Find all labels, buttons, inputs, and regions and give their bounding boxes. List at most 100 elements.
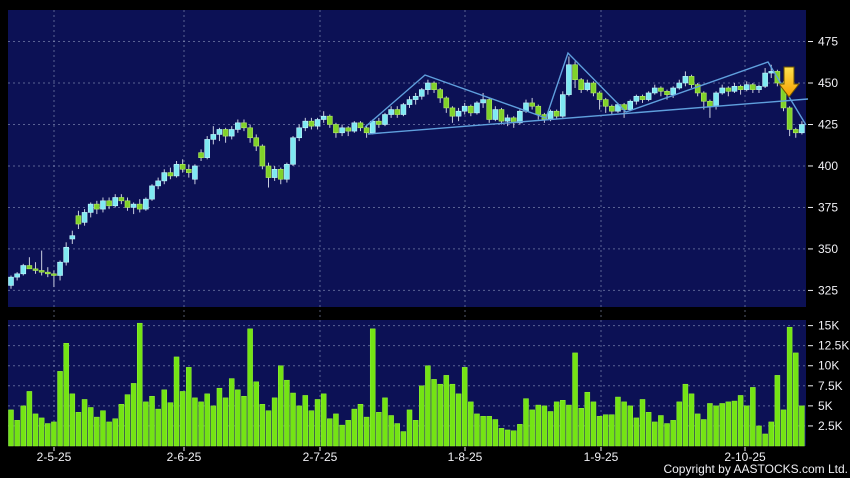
volume-bar	[137, 322, 143, 447]
volume-bar	[247, 328, 253, 447]
candle-down	[786, 107, 793, 130]
candle-down	[44, 271, 51, 275]
candle-up	[296, 127, 302, 139]
volume-bar	[566, 404, 572, 447]
candle-up	[320, 115, 327, 120]
candle-up	[418, 89, 425, 97]
volume-bar	[87, 407, 94, 447]
volume-bar	[278, 365, 284, 447]
candle-up	[406, 99, 413, 105]
candle-up	[81, 212, 88, 223]
volume-bar	[63, 343, 69, 447]
candle-down	[26, 265, 33, 270]
candle-down	[701, 92, 707, 102]
gridlines	[8, 10, 806, 446]
volume-bar	[590, 401, 597, 447]
volume-bar	[468, 401, 474, 447]
candle-up	[161, 172, 168, 182]
candle-down	[345, 127, 352, 132]
candle-up	[228, 129, 235, 137]
candle-up	[284, 164, 290, 180]
volume-bar	[517, 424, 523, 447]
volume-bar	[627, 405, 633, 447]
volume-bar	[694, 413, 701, 447]
candle-up	[559, 94, 566, 117]
volume-bar	[333, 413, 339, 447]
volume-bar	[302, 395, 309, 447]
volume-bar	[510, 430, 517, 447]
volume-bar	[793, 352, 799, 447]
candle-down	[529, 102, 535, 107]
volume-bar	[314, 399, 321, 447]
volume-bar	[320, 393, 327, 447]
candle-down	[247, 127, 253, 139]
volume-bar	[112, 418, 118, 447]
trendline-zigzag	[364, 51, 807, 128]
y-axis-label: 475	[818, 35, 838, 49]
trendlines-group	[364, 51, 809, 135]
candle-up	[57, 261, 63, 276]
candle-down	[792, 129, 799, 134]
x-axis-label: 1-9-25	[584, 450, 619, 464]
x-axis-label: 2-10-25	[724, 450, 766, 464]
copyright-text: Copyright by AASTOCKS.com Ltd.	[663, 462, 848, 476]
candle-down	[437, 89, 443, 99]
volume-bar	[737, 395, 744, 447]
volume-bar	[676, 401, 683, 447]
candle-up	[14, 273, 20, 278]
candle-up	[566, 64, 572, 95]
y-axis-label: 400	[818, 159, 838, 173]
volume-bar	[94, 416, 100, 447]
volume-axis-label: 15K	[818, 319, 839, 333]
volume-bar	[652, 421, 658, 447]
candles-group	[8, 56, 805, 289]
candle-up	[682, 76, 689, 84]
y-axis-label: 350	[818, 242, 838, 256]
volume-bar	[750, 387, 756, 447]
volume-bar	[615, 396, 621, 447]
volume-bar	[124, 394, 131, 447]
volume-bar	[547, 411, 554, 447]
volume-bar	[609, 414, 615, 447]
candle-up	[100, 200, 106, 210]
candle-up	[743, 84, 750, 90]
volume-bar	[20, 405, 27, 447]
volume-bar	[474, 413, 480, 447]
volume-bar	[406, 409, 413, 447]
volume-bar	[578, 408, 584, 447]
candle-up	[216, 129, 223, 135]
volume-bar	[339, 424, 345, 447]
volume-bar	[584, 391, 591, 447]
volume-bar	[455, 393, 462, 447]
candle-up	[412, 95, 419, 100]
trendline-support	[367, 98, 809, 135]
volume-bar	[719, 403, 725, 447]
volume-bar	[308, 410, 315, 447]
candle-down	[737, 86, 744, 90]
volume-bar	[400, 431, 407, 447]
volume-bar	[707, 403, 713, 447]
volume-bar	[498, 428, 505, 447]
volume-bar	[143, 401, 149, 447]
price-chart-area[interactable]	[8, 10, 806, 307]
axis-labels: 475 450 425 400 375 350 325 15K 12.5K 10K 7.5K 5K 2.…	[37, 35, 850, 464]
volume-bar	[327, 418, 333, 447]
candle-up	[400, 104, 407, 115]
candle-down	[694, 84, 701, 94]
x-axis-label: 2-7-25	[303, 450, 338, 464]
candle-down	[486, 99, 493, 120]
candle-down	[118, 197, 125, 202]
volume-bar	[645, 412, 652, 447]
candle-down	[253, 137, 260, 147]
candle-up	[314, 119, 321, 127]
candle-down	[32, 268, 39, 271]
candle-down	[357, 122, 364, 129]
candle-up	[235, 122, 241, 130]
candle-down	[75, 215, 82, 225]
volume-bar	[492, 419, 499, 447]
candle-down	[185, 168, 192, 173]
candle-down	[578, 79, 584, 90]
candle-down	[394, 109, 401, 115]
volume-bar	[173, 356, 180, 447]
